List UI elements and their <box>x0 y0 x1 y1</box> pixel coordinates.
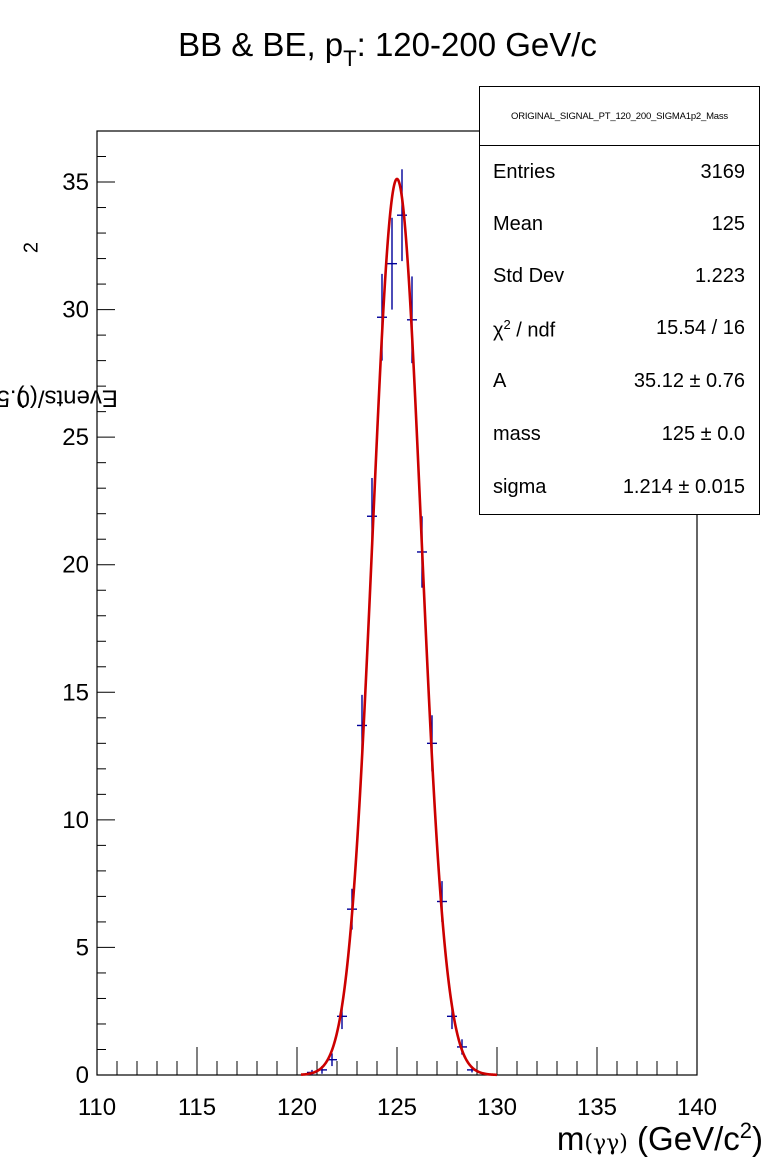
x-axis-label-post: ) <box>752 1120 763 1157</box>
y-tick-label: 5 <box>76 934 89 961</box>
y-tick-label: 25 <box>62 424 89 451</box>
chart-title-post: : 120-200 GeV/c <box>356 26 597 63</box>
stats-row-sigma: sigma 1.214 ± 0.015 <box>493 476 745 506</box>
stats-value: 125 <box>711 213 745 235</box>
x-axis-label-gammagamma: (γγ) <box>584 1131 628 1156</box>
stats-value: 125 ± 0.0 <box>661 423 745 445</box>
x-tick-label: 130 <box>477 1094 517 1121</box>
x-tick-label: 140 <box>677 1094 717 1121</box>
stats-value: 3169 <box>700 161 746 183</box>
y-axis-label-sup: 2 <box>20 241 43 254</box>
stats-row-entries: Entries 3169 <box>493 161 745 191</box>
data-point <box>397 169 407 262</box>
x-tick-label: 135 <box>577 1094 617 1121</box>
data-point <box>387 217 397 310</box>
y-tick-label: 10 <box>62 807 89 834</box>
stats-row-mean: Mean 125 <box>493 213 745 243</box>
stats-key: Entries <box>493 161 556 183</box>
y-tick-label: 20 <box>62 552 89 579</box>
x-tick-label: 125 <box>377 1094 417 1121</box>
y-tick-label: 0 <box>76 1062 89 1089</box>
chart-title-subscript: T <box>343 46 357 71</box>
stats-key-chi: χ <box>493 319 504 342</box>
y-axis-label-post: ) <box>16 384 25 412</box>
gaussian-fit-curve <box>300 177 498 1077</box>
stats-key-ndf: / ndf <box>510 319 556 342</box>
data-points <box>307 169 477 1075</box>
stats-row-a: A 35.12 ± 0.76 <box>493 370 745 400</box>
stats-row-mass: mass 125 ± 0.0 <box>493 423 745 453</box>
chart-title: BB & BE, pT: 120-200 GeV/c <box>0 26 775 71</box>
stats-row-chi2-ndf: χ2 / ndf 15.54 / 16 <box>493 317 745 347</box>
stats-key: Std Dev <box>493 265 565 287</box>
stats-value: 15.54 / 16 <box>656 317 745 339</box>
x-axis-label-m: m <box>556 1120 585 1157</box>
stats-key-sup: 2 <box>503 317 511 332</box>
x-tick-label: 120 <box>277 1094 317 1121</box>
stats-value: 1.214 ± 0.015 <box>622 476 745 498</box>
x-axis-label-sup: 2 <box>739 1118 752 1143</box>
x-tick-label: 110 <box>78 1094 116 1121</box>
y-tick-label: 30 <box>62 297 89 324</box>
x-axis-label-unit: (GeV/c <box>627 1120 740 1157</box>
y-tick-label: 15 <box>62 679 89 706</box>
stats-box: ORIGINAL_SIGNAL_PT_120_200_SIGMA1p2_Mass… <box>479 86 760 515</box>
stats-box-title: ORIGINAL_SIGNAL_PT_120_200_SIGMA1p2_Mass <box>480 87 759 146</box>
y-tick-label: 35 <box>62 169 89 196</box>
stats-value: 1.223 <box>694 265 745 287</box>
chart-title-pre: BB & BE, p <box>178 26 344 63</box>
stats-row-std-dev: Std Dev 1.223 <box>493 265 745 295</box>
axis-tick-labels: 110 115 120 125 130 135 140 0 5 10 15 20 25 30 35 <box>62 169 717 1121</box>
stats-key: χ2 / ndf <box>493 317 555 343</box>
stats-key: sigma <box>493 476 547 498</box>
stats-key: mass <box>493 423 541 445</box>
x-axis-label: m(γγ) (GeV/c2) <box>557 1118 763 1158</box>
stats-key: A <box>493 370 507 392</box>
x-tick-label: 115 <box>178 1094 216 1121</box>
stats-value: 35.12 ± 0.76 <box>633 370 745 392</box>
stats-key: Mean <box>493 213 544 235</box>
